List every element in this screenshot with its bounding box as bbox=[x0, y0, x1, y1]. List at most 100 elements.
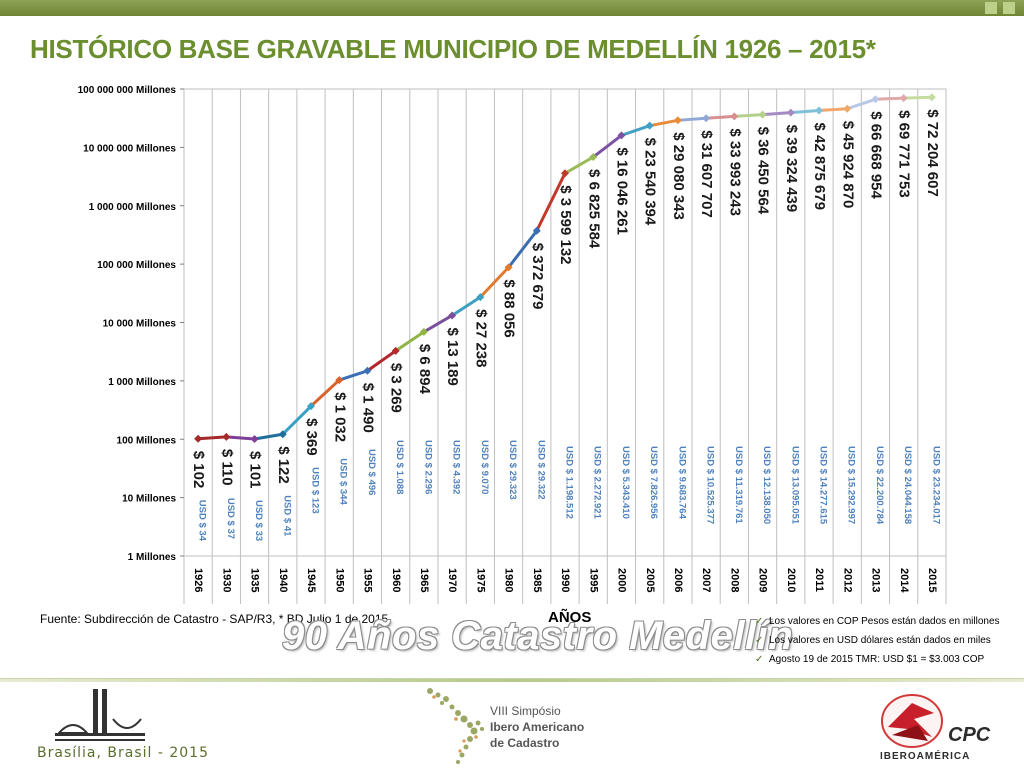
x-tick-label: 2008 bbox=[728, 568, 740, 592]
x-tick-label: 1926 bbox=[192, 568, 204, 592]
data-point bbox=[419, 327, 428, 336]
data-point bbox=[476, 293, 485, 302]
usd-label: USD $ 37 bbox=[225, 498, 236, 539]
series-line-segment bbox=[648, 118, 680, 128]
usd-label: USD $ 34 bbox=[197, 500, 208, 542]
x-tick-label: 2015 bbox=[926, 568, 938, 592]
series-line-segment bbox=[365, 349, 398, 373]
value-label: $ 110 bbox=[218, 449, 235, 486]
series-line-segment bbox=[281, 404, 313, 436]
note-item: ✓ Agosto 19 de 2015 TMR: USD $1 = $3.003 … bbox=[755, 650, 1000, 669]
x-tick-label: 1965 bbox=[418, 568, 430, 592]
y-tick-label: 1 000 Millones bbox=[108, 377, 176, 388]
usd-label: USD $ 1.198.512 bbox=[563, 446, 574, 519]
value-label: $ 27 238 bbox=[472, 309, 489, 367]
page-title: HISTÓRICO BASE GRAVABLE MUNICIPIO DE MED… bbox=[30, 34, 876, 64]
series-line-segment bbox=[253, 432, 285, 441]
source-note: Fuente: Subdirección de Catastro - SAP/R… bbox=[40, 612, 389, 626]
x-tick-label: 2009 bbox=[757, 568, 769, 592]
series-line-segment bbox=[704, 114, 736, 120]
usd-label: USD $ 33 bbox=[253, 500, 264, 541]
data-point bbox=[194, 434, 203, 443]
x-tick-label: 1955 bbox=[362, 568, 374, 592]
x-tick-label: 2000 bbox=[616, 568, 628, 592]
value-label: $ 72 204 607 bbox=[924, 109, 941, 197]
series-line-segment bbox=[394, 330, 426, 353]
data-point bbox=[222, 432, 231, 441]
event-line: de Cadastro bbox=[490, 736, 560, 750]
data-point bbox=[730, 112, 739, 121]
series-line-segment bbox=[337, 369, 369, 382]
value-label: $ 1 490 bbox=[359, 383, 376, 433]
check-icon: ✓ bbox=[755, 616, 764, 627]
x-tick-label: 2007 bbox=[700, 568, 712, 592]
location-text: Brasília, Brasil - 2015 bbox=[37, 745, 209, 761]
usd-label: USD $ 14.277.615 bbox=[817, 446, 828, 525]
series-line-segment bbox=[478, 265, 511, 299]
cpc-iberoamerica-logo: CPC IBEROAMÉRICA bbox=[880, 694, 991, 762]
note-text: Los valores en COP Pesos están dados en … bbox=[769, 616, 1000, 627]
series-line-segment bbox=[507, 229, 539, 269]
data-point bbox=[589, 153, 598, 162]
series-line-segment bbox=[309, 378, 341, 408]
value-label: $ 36 450 564 bbox=[755, 127, 772, 215]
x-tick-label: 1985 bbox=[531, 568, 543, 592]
y-tick-label: 1 Millones bbox=[128, 552, 177, 563]
x-tick-label: 2013 bbox=[870, 568, 882, 592]
x-tick-label: 1950 bbox=[333, 568, 345, 592]
y-tick-label: 1 000 000 Millones bbox=[89, 202, 177, 213]
check-icon: ✓ bbox=[755, 654, 764, 665]
value-label: $ 33 993 243 bbox=[726, 128, 743, 216]
usd-label: USD $ 9.070 bbox=[479, 440, 490, 494]
notes-list: ✓ Los valores en COP Pesos están dados en… bbox=[755, 612, 1000, 669]
value-label: $ 372 679 bbox=[529, 243, 546, 310]
x-tick-label: 1945 bbox=[305, 568, 317, 592]
usd-label: USD $ 29.323 bbox=[507, 440, 518, 500]
value-label: $ 45 924 870 bbox=[839, 121, 856, 209]
usd-label: USD $ 4.392 bbox=[451, 440, 462, 494]
x-tick-label: 1975 bbox=[474, 568, 486, 592]
check-icon: ✓ bbox=[755, 635, 764, 646]
value-label: $ 66 668 954 bbox=[867, 111, 884, 199]
footer-band bbox=[0, 679, 1024, 682]
usd-label: USD $ 12.138.050 bbox=[761, 446, 772, 524]
data-point bbox=[307, 402, 315, 411]
x-tick-label: 2014 bbox=[898, 568, 910, 593]
banner-square bbox=[1003, 2, 1015, 14]
logo-subtext: IBEROAMÉRICA bbox=[880, 749, 970, 762]
series-line-segment bbox=[450, 295, 482, 317]
series-line-segment bbox=[789, 108, 821, 115]
data-point bbox=[758, 110, 767, 119]
value-label: $ 23 540 394 bbox=[642, 138, 659, 226]
data-point bbox=[617, 131, 626, 140]
series-line-segment bbox=[676, 116, 708, 122]
series-line-segment bbox=[619, 124, 652, 137]
usd-label: USD $ 7.826.956 bbox=[648, 446, 659, 519]
series-line-segment bbox=[732, 113, 765, 118]
usd-label: USD $ 11.319.761 bbox=[733, 446, 744, 524]
value-label: $ 42 875 679 bbox=[811, 122, 828, 210]
x-tick-label: 1960 bbox=[390, 568, 402, 592]
americas-map-icon bbox=[427, 688, 484, 764]
series-line-segment bbox=[563, 155, 595, 175]
series-line-segment bbox=[817, 107, 849, 112]
usd-label: USD $ 15.292.997 bbox=[846, 446, 857, 524]
top-banner bbox=[0, 0, 1024, 16]
data-point bbox=[702, 114, 711, 123]
series-line-segment bbox=[591, 133, 623, 159]
series-line-segment bbox=[845, 97, 877, 111]
y-tick-label: 10 Millones bbox=[122, 494, 176, 505]
y-tick-label: 10 000 000 Millones bbox=[83, 143, 176, 154]
value-label: $ 122 bbox=[275, 446, 292, 484]
x-tick-label: 2012 bbox=[841, 568, 853, 592]
usd-label: USD $ 1.088 bbox=[394, 440, 405, 494]
usd-label: USD $ 22.200.784 bbox=[874, 446, 885, 525]
usd-label: USD $ 123 bbox=[309, 467, 320, 513]
data-point bbox=[561, 169, 569, 178]
series-line-segment bbox=[535, 171, 567, 233]
series-line-segment bbox=[224, 435, 257, 441]
value-label: $ 6 894 bbox=[416, 344, 433, 395]
data-point bbox=[645, 121, 654, 130]
usd-label: USD $ 9.683.764 bbox=[676, 446, 687, 520]
data-point bbox=[532, 226, 541, 235]
